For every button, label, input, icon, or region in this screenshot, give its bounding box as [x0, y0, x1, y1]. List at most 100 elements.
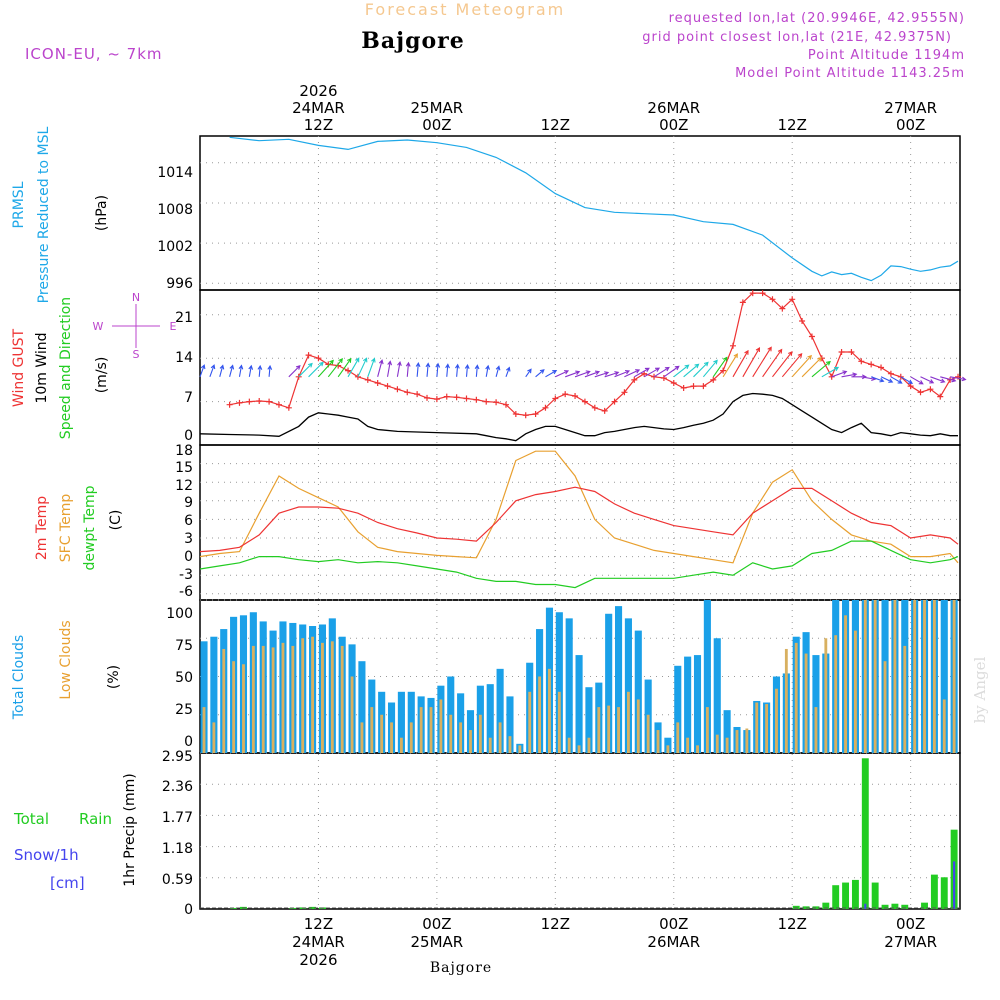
- wind-gust-marker: [769, 296, 776, 303]
- low-cloud-bar: [251, 645, 255, 753]
- wind-tick-label: 14: [175, 350, 193, 366]
- total-cloud-bar: [713, 638, 721, 753]
- cloud-tick-label: 50: [175, 670, 193, 686]
- total-cloud-bar: [723, 710, 731, 753]
- wind-gust-marker: [572, 393, 579, 400]
- low-cloud-bar: [528, 691, 532, 753]
- wind-direction-arrow: [545, 370, 558, 378]
- rain-bar: [792, 905, 800, 909]
- wind-gust-marker: [384, 383, 391, 390]
- precip-tick-label: 1.18: [162, 841, 193, 857]
- wind-direction-arrow: [584, 370, 601, 378]
- top-time-label: 24MAR: [292, 99, 345, 117]
- wind-gust-marker: [414, 391, 421, 398]
- wind-direction-arrow: [455, 363, 460, 377]
- wind-tick-label: 7: [184, 390, 193, 406]
- bottom-time-label: 25MAR: [411, 933, 464, 951]
- wind-gust-marker: [700, 383, 707, 390]
- low-cloud-bar: [567, 737, 571, 753]
- wind-gust-marker: [680, 384, 687, 391]
- wind-direction-arrow: [367, 357, 376, 377]
- wind-direction-arrow: [298, 362, 313, 378]
- wind-gust-marker: [690, 383, 697, 390]
- wind-direction-arrow: [634, 367, 650, 378]
- wind-gust-marker: [878, 364, 885, 371]
- wind-gust-marker: [443, 393, 450, 400]
- precip-tick-label: 2.36: [162, 779, 193, 795]
- wind-gust-marker: [256, 397, 263, 404]
- wind-direction-arrow: [762, 348, 783, 378]
- precip-total-label: Total: [13, 810, 49, 828]
- wind-gust-marker: [305, 352, 312, 359]
- pressure-msl-label: Pressure Reduced to MSL: [36, 126, 52, 303]
- low-cloud-bar: [261, 645, 265, 753]
- dewpoint-line: [199, 540, 959, 589]
- top-time-label: 00Z: [659, 116, 688, 134]
- low-clouds-label: Low Clouds: [58, 620, 74, 699]
- wind-gust-marker: [897, 373, 904, 380]
- low-cloud-bar: [814, 707, 818, 753]
- total-cloud-bar: [674, 665, 682, 753]
- low-cloud-bar: [676, 722, 680, 753]
- wind-gust-marker: [562, 391, 569, 398]
- wind-direction-arrow: [377, 359, 384, 377]
- top-time-label: 27MAR: [884, 99, 937, 117]
- wind-gust-marker: [660, 375, 667, 382]
- wind-gust-marker: [858, 358, 865, 365]
- wind-gust-marker: [246, 398, 253, 405]
- precip-tick-label: 0: [184, 902, 193, 918]
- low-cloud-bar: [518, 745, 522, 753]
- bottom-time-label: 12Z: [541, 915, 570, 933]
- wind-direction-arrow: [248, 364, 254, 377]
- temp-tick-label: -3: [179, 567, 193, 583]
- wind-direction-arrow: [219, 364, 225, 377]
- cloud-tick-label: 100: [166, 606, 193, 622]
- low-cloud-bar: [656, 730, 660, 753]
- 2m-temp-line: [199, 486, 959, 553]
- low-cloud-bar: [883, 661, 887, 753]
- total-cloud-bar: [614, 606, 623, 753]
- rain-bar: [851, 879, 859, 909]
- grid-point-coordinates: grid point closest lon,lat (21E, 42.9375…: [642, 30, 952, 45]
- wind-direction-arrow: [683, 363, 700, 378]
- wind-gust-marker: [828, 373, 835, 380]
- bottom-time-label: 27MAR: [884, 933, 937, 951]
- wind-gust-marker: [226, 401, 233, 408]
- total-cloud-bar: [624, 618, 632, 753]
- wind-gust-marker: [631, 376, 638, 383]
- bottom-time-label: 24MAR: [292, 933, 345, 951]
- wind-direction-arrow: [702, 359, 718, 378]
- temp-dewpt-label: dewpt Temp: [82, 485, 98, 570]
- wind-direction-arrow: [653, 366, 670, 378]
- wind-direction-arrow: [565, 370, 581, 378]
- low-cloud-bar: [242, 664, 245, 753]
- cloud-tick-label: 25: [175, 702, 193, 718]
- wind-direction-arrow: [920, 376, 935, 384]
- wind-gust-line: [229, 292, 959, 416]
- low-cloud-bar: [844, 615, 847, 753]
- top-time-label: 25MAR: [411, 99, 464, 117]
- wind-gust-marker: [532, 411, 539, 417]
- low-cloud-bar: [932, 600, 936, 753]
- low-cloud-bar: [301, 638, 305, 753]
- total-cloud-bar: [565, 618, 573, 753]
- wind-gust-marker: [453, 394, 460, 401]
- temp-tick-label: 18: [175, 443, 193, 459]
- rain-bar: [309, 906, 317, 909]
- low-cloud-bar: [271, 647, 275, 753]
- bottom-time-label: 26MAR: [647, 933, 700, 951]
- low-cloud-bar: [340, 645, 344, 753]
- wind-direction-arrow: [425, 362, 431, 377]
- low-cloud-bar: [745, 728, 749, 753]
- wind-direction-arrow: [821, 366, 840, 378]
- wind-gust-marker: [601, 407, 608, 414]
- wind-gust-marker: [779, 305, 786, 312]
- footer-location: Bajgore: [430, 960, 492, 976]
- wind-direction-arrow: [485, 364, 490, 377]
- total-cloud-bar: [812, 655, 820, 753]
- low-cloud-bar: [735, 730, 739, 753]
- wind-tick-label: 21: [175, 310, 193, 326]
- rain-bar: [921, 902, 928, 909]
- wind-gust-marker: [710, 376, 717, 383]
